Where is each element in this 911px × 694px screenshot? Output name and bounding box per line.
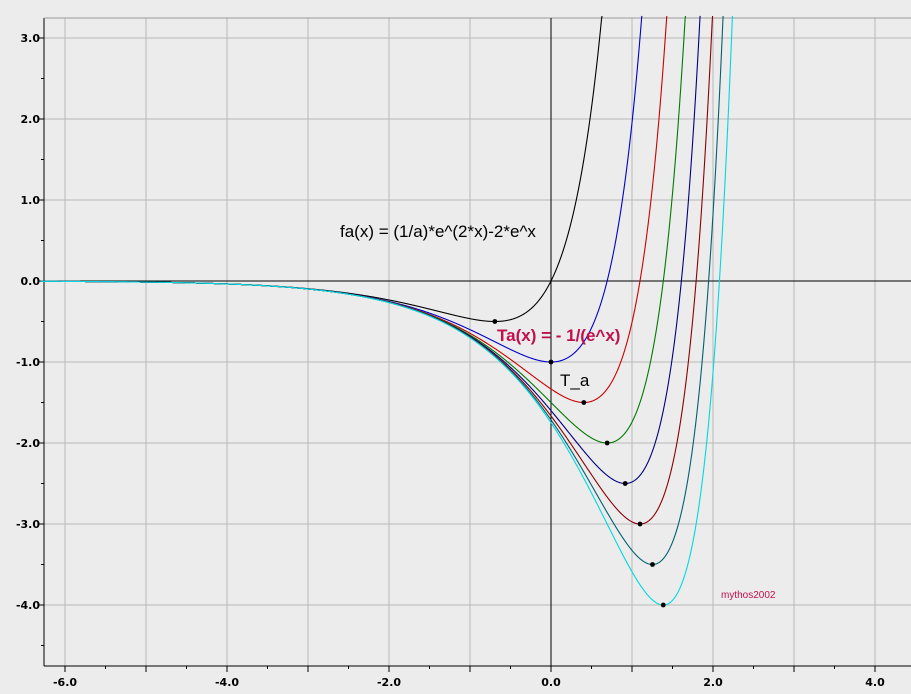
y-tick-label: 3.0: [21, 32, 41, 45]
y-tick-label: 1.0: [21, 194, 41, 207]
grid-lines: [44, 18, 911, 666]
y-tick-label: 0.0: [21, 275, 41, 288]
curves: [40, 15, 733, 606]
x-tick-label: -6.0: [53, 676, 77, 689]
y-tick-label: 2.0: [21, 113, 41, 126]
signature-label: mythos2002: [721, 590, 776, 601]
x-tick-label: -2.0: [377, 676, 401, 689]
tick-labels: 3.0 2.0 1.0 0.0 -1.0 -2.0 -3.0 -4.0 -6.0 -4.0 -2.0…: [16, 32, 885, 689]
curve-a-4: [40, 15, 733, 606]
x-tick-label: 0.0: [541, 676, 561, 689]
x-tick-label: 4.0: [865, 676, 885, 689]
y-tick-label: -2.0: [16, 437, 40, 450]
minimum-points: [492, 319, 666, 608]
function-formula-label: fa(x) = (1/a)*e^(2*x)-2*e^x: [340, 222, 536, 241]
axes: [38, 17, 911, 672]
y-tick-label: -4.0: [16, 599, 40, 612]
minimum-point: [622, 481, 628, 486]
x-tick-label: 2.0: [703, 676, 723, 689]
minimum-point: [650, 562, 655, 567]
locus-name-label: T_a: [560, 371, 590, 390]
y-tick-label: -3.0: [16, 518, 40, 531]
y-tick-label: -1.0: [16, 356, 40, 369]
x-tick-label: -4.0: [215, 676, 239, 689]
minimum-point: [581, 400, 587, 405]
minimum-point: [604, 440, 610, 446]
minimum-point: [548, 359, 554, 365]
minimum-point: [492, 319, 498, 324]
minimum-point: [660, 602, 666, 608]
minimum-point: [637, 521, 643, 527]
locus-formula-label: Ta(x) = - 1/(e^x): [497, 326, 620, 345]
